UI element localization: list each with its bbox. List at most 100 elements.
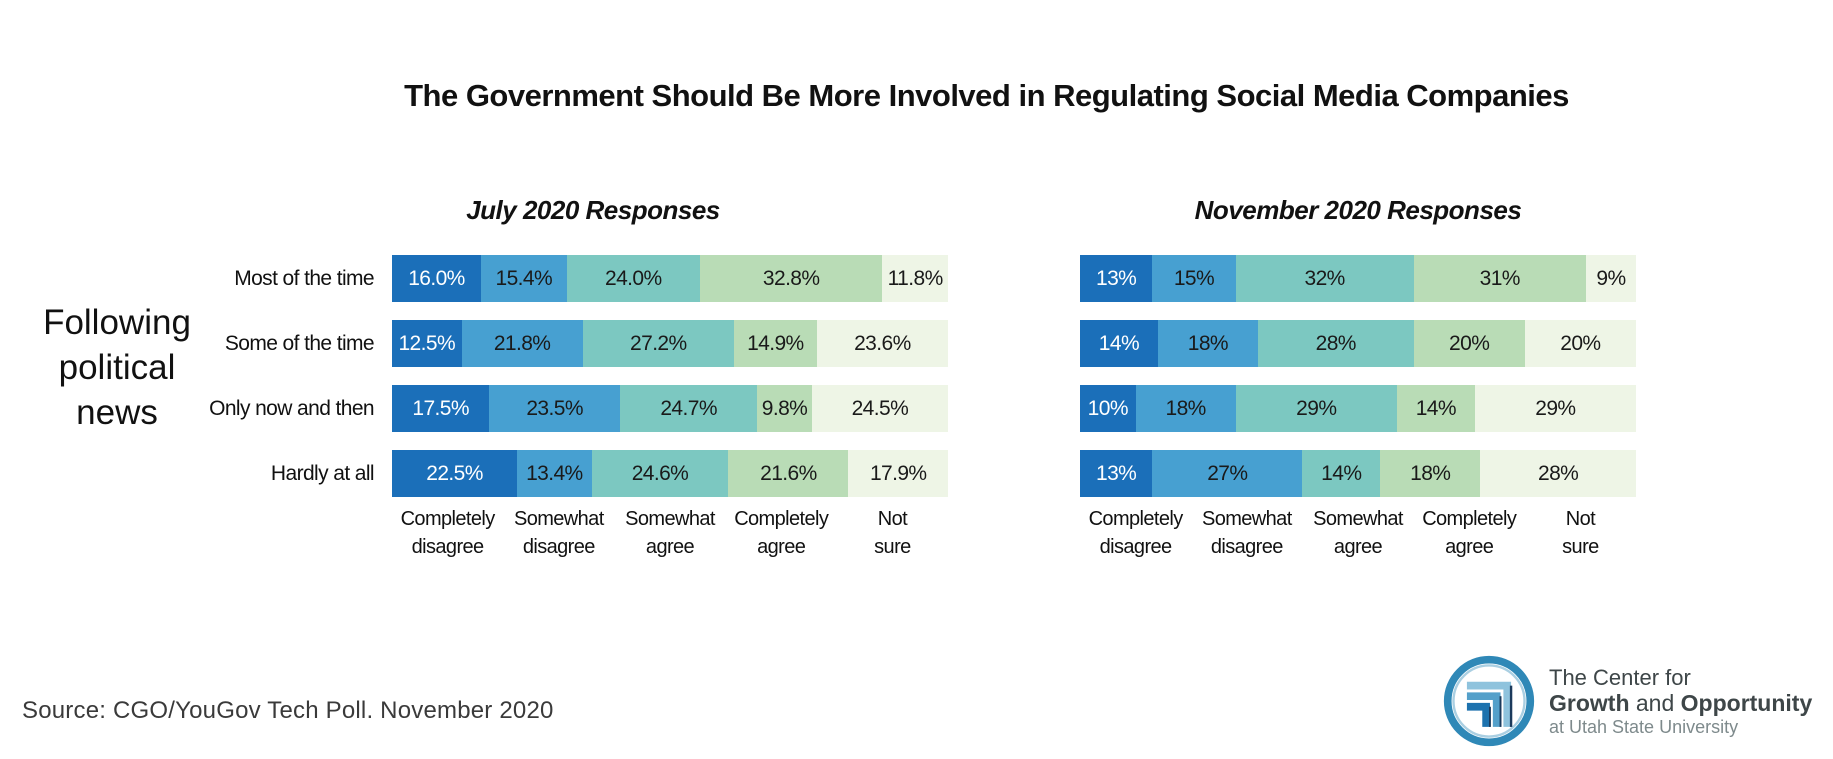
- bar-segment-value: 11.8%: [887, 266, 944, 290]
- bar-segment-value: 9%: [1596, 266, 1626, 290]
- bar-segment-value: 15.4%: [495, 266, 553, 290]
- bar-segment-value: 29%: [1535, 396, 1576, 420]
- bar-segment: 16.0%: [392, 255, 481, 302]
- segment-axis-label: Completely agree: [734, 508, 829, 558]
- bar-segment: 17.9%: [848, 450, 948, 497]
- bar-segment: 23.5%: [489, 385, 620, 432]
- bar-rows-july: Most of the time 16.0% 15.4% 24.0% 32.8% 11.8…: [152, 255, 948, 515]
- source-note: Source: CGO/YouGov Tech Poll. November 2…: [22, 697, 554, 724]
- bar-segment: 20%: [1524, 320, 1636, 367]
- bar-segment: 20%: [1413, 320, 1525, 367]
- bar-segment-value: 23.6%: [854, 331, 911, 355]
- bar-segment-value: 28%: [1538, 461, 1579, 485]
- bar-row: Only now and then 17.5% 23.5% 24.7% 9.8% 24.5…: [152, 385, 948, 432]
- bar-segment: 24.6%: [591, 450, 729, 497]
- bar-row: 10% 18% 29% 14% 29%: [1080, 385, 1636, 432]
- bar-segment-value: 32.8%: [762, 266, 820, 290]
- bar-segment: 27%: [1152, 450, 1303, 497]
- bar-segment-value: 14.9%: [747, 331, 804, 355]
- bar-segment: 21.8%: [461, 320, 583, 367]
- bar-segment-value: 24.6%: [631, 461, 689, 485]
- row-group-label: Following political news: [43, 303, 191, 432]
- bar-segment: 27.2%: [582, 320, 734, 367]
- chart-november-2020: November 2020 Responses 13% 15% 32% 31% 9% 14…: [1080, 185, 1636, 585]
- bar-segment: 14.9%: [733, 320, 817, 367]
- bar-segment: 9%: [1585, 255, 1636, 302]
- logo-line-1: The Center for: [1549, 665, 1691, 690]
- chart-title-november: November 2020 Responses: [1194, 195, 1522, 225]
- bar-segment: 21.6%: [728, 450, 849, 497]
- bar-segment-value: 14%: [1098, 331, 1140, 355]
- bar-segment-value: 27.2%: [630, 331, 687, 355]
- row-label: Some of the time: [224, 331, 375, 355]
- bar-segment: 23.6%: [816, 320, 948, 367]
- cgo-logo-icon: [1443, 655, 1535, 747]
- logo-line-3: at Utah State University: [1549, 717, 1739, 737]
- bar-segment: 32%: [1235, 255, 1414, 302]
- stacked-bar: 22.5% 13.4% 24.6% 21.6% 17.9%: [392, 450, 948, 497]
- bar-segment: 12.5%: [392, 320, 462, 367]
- row-label: Hardly at all: [270, 461, 375, 485]
- row-label: Most of the time: [234, 266, 374, 290]
- bar-segment: 14%: [1302, 450, 1381, 497]
- stacked-bar: 10% 18% 29% 14% 29%: [1080, 385, 1636, 432]
- segment-axis-label: Somewhat disagree: [513, 508, 604, 558]
- segment-axis-labels-july: Completely disagree Somewhat disagree Somewh…: [392, 505, 948, 561]
- bar-row: Some of the time 12.5% 21.8% 27.2% 14.9% 23.6…: [152, 320, 948, 367]
- bar-segment-value: 24.7%: [660, 396, 717, 420]
- logo-opportunity: Opportunity: [1680, 690, 1813, 716]
- segment-axis-label: Completely disagree: [1088, 508, 1184, 558]
- bar-segment-value: 12.5%: [398, 331, 456, 355]
- bar-segment: 28%: [1257, 320, 1414, 367]
- bar-segment-value: 21.6%: [760, 461, 817, 485]
- bar-segment-value: 24.0%: [605, 266, 662, 290]
- bar-segment: 10%: [1080, 385, 1136, 432]
- bar-segment-value: 10%: [1087, 396, 1129, 420]
- bar-segment-value: 28%: [1315, 331, 1357, 355]
- logo-line-2: Growth and Opportunity: [1549, 690, 1812, 716]
- bar-segment: 9.8%: [757, 385, 812, 432]
- bar-segment: 15.4%: [480, 255, 567, 302]
- segment-axis-labels-november: Completely disagree Somewhat disagree Somewh…: [1080, 505, 1636, 561]
- bar-segment-value: 27%: [1207, 461, 1248, 485]
- bar-segment-value: 18%: [1165, 396, 1207, 420]
- segment-axis-label: Not sure: [1562, 508, 1599, 558]
- bar-segment: 14%: [1396, 385, 1475, 432]
- bar-segment-value: 17.5%: [412, 396, 469, 420]
- stacked-bar: 14% 18% 28% 20% 20%: [1080, 320, 1636, 367]
- bar-segment: 13.4%: [517, 450, 592, 497]
- bar-rows-november: 13% 15% 32% 31% 9% 14% 18% 28% 20% 20% 10% 18% 29% 14…: [1080, 255, 1636, 515]
- bar-segment-value: 13%: [1096, 266, 1137, 290]
- bar-segment: 29%: [1235, 385, 1397, 432]
- bar-segment-value: 22.5%: [426, 461, 483, 485]
- bar-row: 14% 18% 28% 20% 20%: [1080, 320, 1636, 367]
- bar-segment-value: 31%: [1479, 266, 1521, 290]
- bar-segment: 13%: [1080, 255, 1153, 302]
- segment-axis-label: Somewhat agree: [625, 508, 715, 558]
- page-title: The Government Should Be More Involved i…: [404, 78, 1569, 113]
- bar-segment-value: 14%: [1415, 396, 1457, 420]
- bar-segment-value: 16.0%: [408, 266, 465, 290]
- bar-segment-value: 17.9%: [869, 461, 927, 485]
- bar-segment-value: 18%: [1187, 331, 1229, 355]
- chart-july-2020: July 2020 Responses Most of the time 16.0…: [152, 185, 948, 585]
- bar-segment: 17.5%: [392, 385, 490, 432]
- bar-segment: 13%: [1080, 450, 1153, 497]
- stacked-bar: 12.5% 21.8% 27.2% 14.9% 23.6%: [392, 320, 948, 367]
- bar-segment-value: 23.5%: [526, 396, 583, 420]
- bar-segment: 18%: [1380, 450, 1481, 497]
- segment-axis-label: Completely agree: [1422, 508, 1517, 558]
- bar-segment-value: 14%: [1321, 461, 1362, 485]
- bar-segment: 22.5%: [392, 450, 518, 497]
- bar-row: Hardly at all 22.5% 13.4% 24.6% 21.6% 17.9%: [152, 450, 948, 497]
- bar-segment: 24.5%: [811, 385, 948, 432]
- bar-segment-value: 29%: [1296, 396, 1337, 420]
- row-label: Only now and then: [209, 396, 375, 420]
- bar-segment-value: 32%: [1304, 266, 1345, 290]
- bar-segment-value: 21.8%: [493, 331, 551, 355]
- bar-segment: 31%: [1413, 255, 1586, 302]
- segment-axis-label: Completely disagree: [400, 508, 496, 558]
- bar-segment-value: 24.5%: [851, 396, 909, 420]
- segment-axis-label: Somewhat disagree: [1201, 508, 1292, 558]
